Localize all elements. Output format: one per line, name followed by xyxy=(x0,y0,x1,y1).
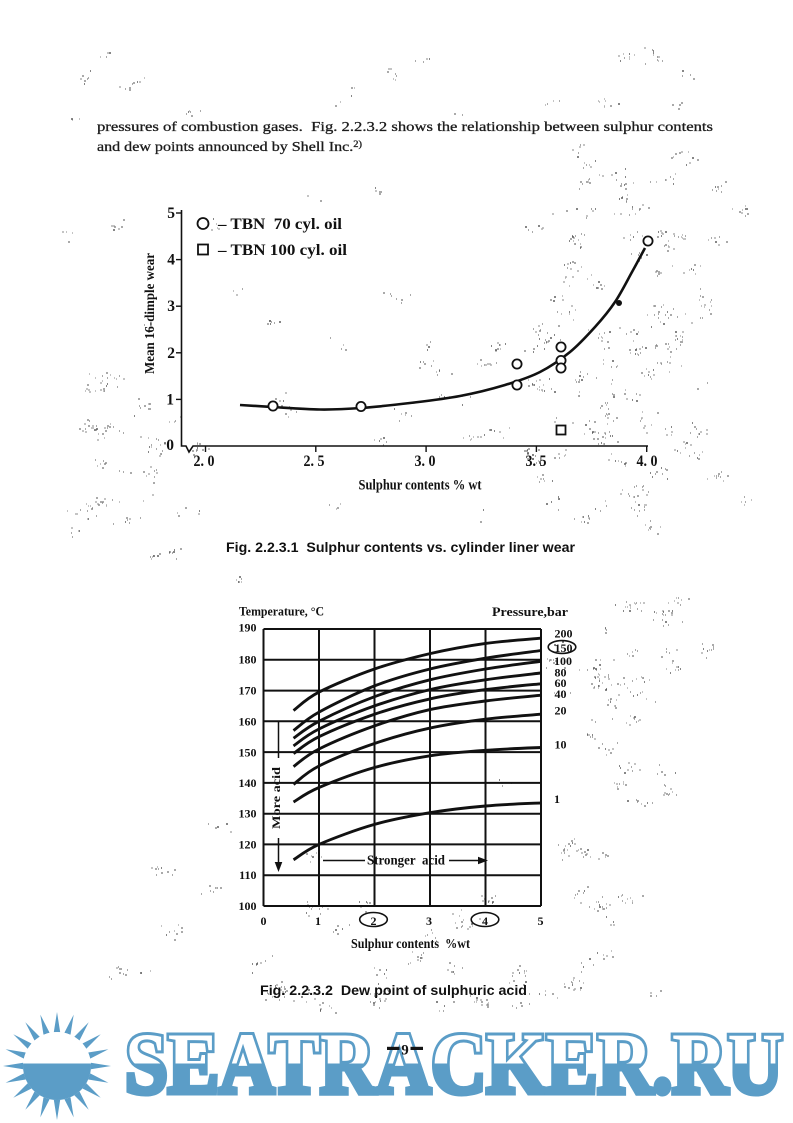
svg-text:2: 2 xyxy=(167,345,175,362)
svg-text:4: 4 xyxy=(167,252,175,269)
svg-text:Stronger acid: Stronger acid xyxy=(367,854,445,869)
svg-text:120: 120 xyxy=(239,837,257,851)
svg-text:4: 4 xyxy=(482,914,488,928)
svg-text:4. 0: 4. 0 xyxy=(637,453,658,470)
svg-text:3: 3 xyxy=(426,914,432,928)
svg-text:60: 60 xyxy=(555,676,567,690)
svg-text:– TBN 70 cyl. oil: – TBN 70 cyl. oil xyxy=(217,216,343,233)
svg-text:Temperature, °C: Temperature, °C xyxy=(239,605,324,619)
svg-text:3. 0: 3. 0 xyxy=(415,453,436,470)
svg-text:10: 10 xyxy=(555,737,567,751)
svg-text:3. 5: 3. 5 xyxy=(526,453,547,470)
svg-text:200: 200 xyxy=(555,626,573,640)
svg-text:Mean 16-dimple wear: Mean 16-dimple wear xyxy=(142,253,157,374)
svg-text:0: 0 xyxy=(166,437,174,454)
svg-text:170: 170 xyxy=(239,684,257,698)
svg-text:160: 160 xyxy=(239,715,257,729)
svg-text:9: 9 xyxy=(401,1043,409,1059)
svg-text:Fig. 2.2.3.2 Dew point of sul: Fig. 2.2.3.2 Dew point of sulphuric acid xyxy=(260,983,527,998)
svg-text:3: 3 xyxy=(167,298,175,315)
svg-text:100: 100 xyxy=(554,654,572,668)
svg-text:Pressure,bar: Pressure,bar xyxy=(492,605,568,619)
svg-text:pressures of combustion gases.: pressures of combustion gases. Fig. 2.2.… xyxy=(97,119,713,134)
svg-text:2: 2 xyxy=(371,914,377,928)
svg-text:SEATRACKER.RU: SEATRACKER.RU xyxy=(125,1015,783,1112)
svg-text:and dew points announced by Sh: and dew points announced by Shell Inc. 2) xyxy=(97,139,362,154)
svg-text:1: 1 xyxy=(554,792,560,806)
svg-text:100: 100 xyxy=(239,899,257,913)
svg-text:0: 0 xyxy=(261,914,267,928)
svg-text:More acid: More acid xyxy=(269,767,283,829)
svg-text:1: 1 xyxy=(166,391,174,408)
svg-text:Sulphur contents % wt: Sulphur contents % wt xyxy=(359,478,482,494)
svg-text:40: 40 xyxy=(555,687,567,701)
svg-text:Sulphur contents %wt: Sulphur contents %wt xyxy=(351,937,470,952)
svg-text:110: 110 xyxy=(239,868,256,882)
svg-text:180: 180 xyxy=(239,653,257,667)
svg-text:20: 20 xyxy=(555,704,567,718)
svg-text:5: 5 xyxy=(538,914,544,928)
svg-text:SEATRACKER.RU: SEATRACKER.RU xyxy=(125,1015,783,1112)
svg-text:140: 140 xyxy=(239,776,257,790)
svg-text:150: 150 xyxy=(555,641,573,655)
svg-text:1: 1 xyxy=(315,914,321,928)
svg-text:80: 80 xyxy=(555,665,567,679)
svg-text:2. 0: 2. 0 xyxy=(194,453,215,470)
svg-text:130: 130 xyxy=(239,807,257,821)
svg-text:Fig. 2.2.3.1 Sulphur contents: Fig. 2.2.3.1 Sulphur contents vs. cylind… xyxy=(226,540,576,555)
svg-text:– TBN 100 cyl. oil: – TBN 100 cyl. oil xyxy=(217,242,348,259)
svg-text:5: 5 xyxy=(167,205,175,222)
svg-text:150: 150 xyxy=(239,745,257,759)
svg-text:190: 190 xyxy=(239,621,257,635)
svg-text:2. 5: 2. 5 xyxy=(304,453,325,470)
